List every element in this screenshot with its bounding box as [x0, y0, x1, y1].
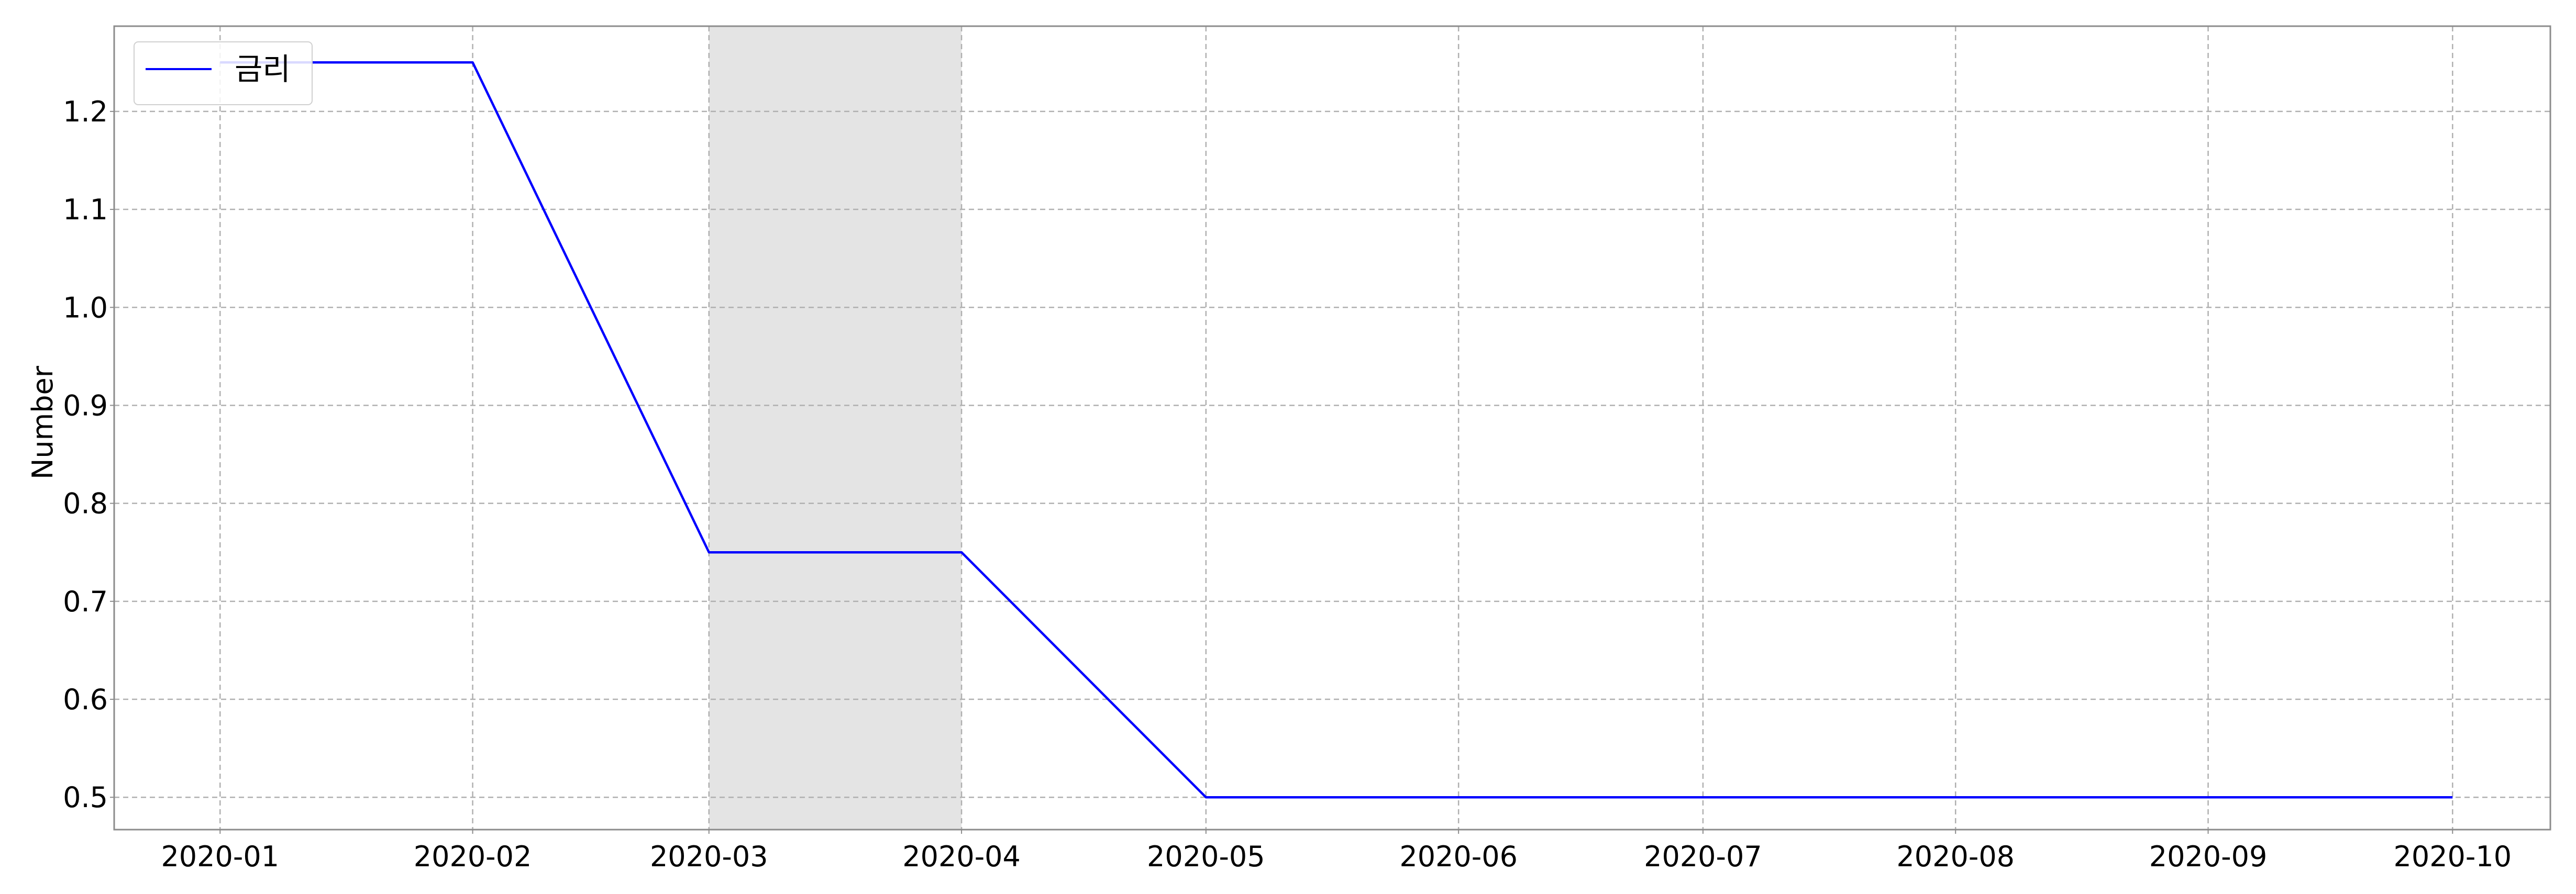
y-tick-label: 0.5 [63, 781, 108, 814]
x-tick-label: 2020-09 [2149, 840, 2268, 873]
y-tick-label: 1.1 [63, 193, 108, 226]
y-tick-label: 1.0 [63, 291, 108, 324]
x-tick-label: 2020-04 [902, 840, 1021, 873]
legend-label: 금리 [235, 51, 291, 87]
y-axis-label: Number [26, 365, 59, 479]
x-tick-label: 2020-10 [2393, 840, 2512, 873]
y-tick-label: 0.9 [63, 389, 108, 422]
legend: 금리 [134, 41, 313, 105]
x-tick-label: 2020-02 [414, 840, 532, 873]
plot-frame [113, 25, 2551, 831]
x-tick-labels: 2020-01 2020-02 2020-03 2020-04 2020-05 2020-… [161, 830, 2512, 873]
shaded-region-layer [709, 26, 962, 830]
y-tick-label: 0.6 [63, 683, 108, 716]
x-tick-label: 2020-03 [650, 840, 768, 873]
x-tick-label: 2020-05 [1147, 840, 1265, 873]
y-tick-label: 1.2 [63, 95, 108, 128]
shaded-region [709, 26, 962, 830]
y-tick-labels: 0.5 0.6 0.7 0.8 0.9 1.0 1.1 1.2 [63, 95, 114, 814]
x-tick-label: 2020-06 [1399, 840, 1518, 873]
legend-box [134, 41, 313, 105]
x-tick-label: 2020-08 [1896, 840, 2015, 873]
x-tick-label: 2020-07 [1644, 840, 1762, 873]
y-tick-label: 0.8 [63, 487, 108, 520]
series-line-금리 [220, 61, 2453, 799]
x-tick-label: 2020-01 [161, 840, 279, 873]
y-tick-label: 0.7 [63, 585, 108, 618]
